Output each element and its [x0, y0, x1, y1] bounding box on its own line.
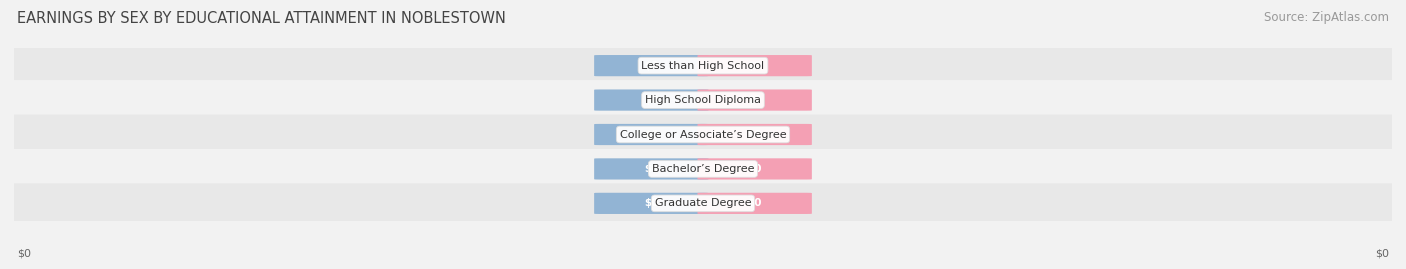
- Text: Less than High School: Less than High School: [641, 61, 765, 71]
- FancyBboxPatch shape: [7, 149, 1399, 189]
- Text: Graduate Degree: Graduate Degree: [655, 198, 751, 208]
- Text: $0: $0: [644, 164, 658, 174]
- Text: College or Associate’s Degree: College or Associate’s Degree: [620, 129, 786, 140]
- FancyBboxPatch shape: [7, 46, 1399, 86]
- Text: $0: $0: [17, 248, 31, 258]
- FancyBboxPatch shape: [595, 158, 709, 179]
- FancyBboxPatch shape: [697, 158, 811, 179]
- FancyBboxPatch shape: [697, 55, 811, 76]
- Text: Bachelor’s Degree: Bachelor’s Degree: [652, 164, 754, 174]
- FancyBboxPatch shape: [595, 124, 709, 145]
- Text: High School Diploma: High School Diploma: [645, 95, 761, 105]
- FancyBboxPatch shape: [697, 124, 811, 145]
- Text: $0: $0: [748, 129, 762, 140]
- Text: Source: ZipAtlas.com: Source: ZipAtlas.com: [1264, 11, 1389, 24]
- FancyBboxPatch shape: [697, 193, 811, 214]
- FancyBboxPatch shape: [697, 90, 811, 111]
- Text: EARNINGS BY SEX BY EDUCATIONAL ATTAINMENT IN NOBLESTOWN: EARNINGS BY SEX BY EDUCATIONAL ATTAINMEN…: [17, 11, 506, 26]
- FancyBboxPatch shape: [595, 90, 709, 111]
- Text: $0: $0: [644, 198, 658, 208]
- Text: $0: $0: [748, 164, 762, 174]
- Text: $0: $0: [644, 129, 658, 140]
- Text: $0: $0: [644, 95, 658, 105]
- Text: $0: $0: [748, 198, 762, 208]
- FancyBboxPatch shape: [7, 80, 1399, 120]
- FancyBboxPatch shape: [595, 193, 709, 214]
- FancyBboxPatch shape: [595, 55, 709, 76]
- FancyBboxPatch shape: [7, 183, 1399, 223]
- Text: $0: $0: [644, 61, 658, 71]
- Text: $0: $0: [1375, 248, 1389, 258]
- Text: $0: $0: [748, 61, 762, 71]
- Text: $0: $0: [748, 95, 762, 105]
- FancyBboxPatch shape: [7, 115, 1399, 154]
